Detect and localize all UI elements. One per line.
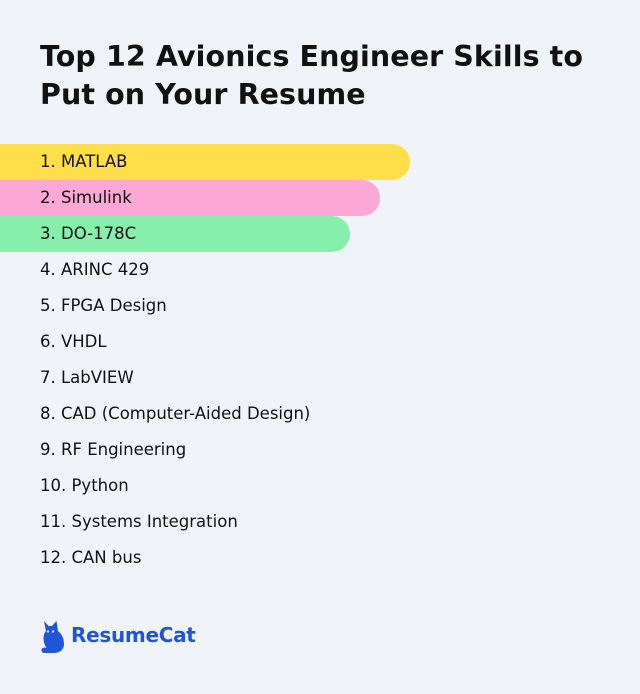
- skill-item-simulink: 2. Simulink: [0, 180, 380, 216]
- skill-item-can-bus: 12. CAN bus: [40, 548, 142, 567]
- skill-item-matlab: 1. MATLAB: [0, 144, 410, 180]
- skill-item-vhdl: 6. VHDL: [40, 332, 107, 351]
- cat-logo-icon: [41, 621, 64, 653]
- brand-logo: ResumeCat: [40, 616, 196, 654]
- skill-item-fpga-design: 5. FPGA Design: [40, 296, 167, 315]
- skill-item-cad: 8. CAD (Computer-Aided Design): [40, 404, 311, 423]
- skill-item-python: 10. Python: [40, 476, 129, 495]
- skill-item-labview: 7. LabVIEW: [40, 368, 134, 387]
- skill-item-arinc-429: 4. ARINC 429: [40, 260, 150, 279]
- page-title: Top 12 Avionics Engineer Skills to Put o…: [40, 40, 584, 111]
- skill-item-rf-engineering: 9. RF Engineering: [40, 440, 187, 459]
- skills-list: 1. MATLAB 2. Simulink 3. DO-178C 4. ARIN…: [0, 144, 640, 576]
- skill-item-systems-integration: 11. Systems Integration: [40, 512, 238, 531]
- skill-item-do-178c: 3. DO-178C: [0, 216, 350, 252]
- brand-name: ResumeCat: [71, 623, 196, 647]
